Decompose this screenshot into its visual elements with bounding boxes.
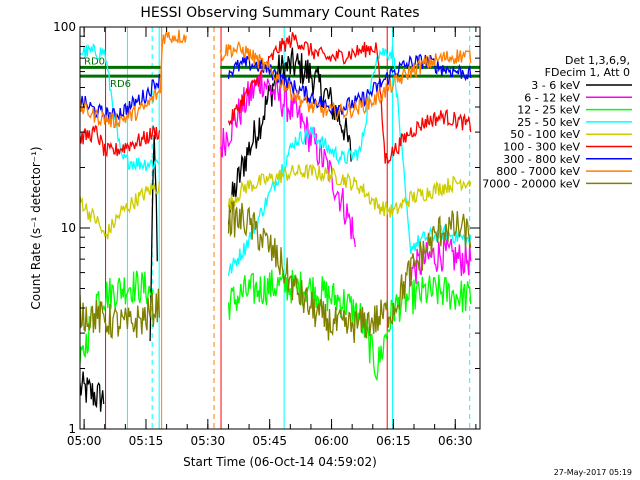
series-line xyxy=(227,47,352,225)
series-line xyxy=(80,42,160,172)
legend-entry-label: 12 - 25 keV xyxy=(517,104,580,117)
footer-timestamp: 27-May-2017 05:19 xyxy=(554,468,632,477)
series-line xyxy=(149,134,158,342)
legend-entry-label: 7000 - 20000 keV xyxy=(482,177,580,190)
x-tick-label: 05:00 xyxy=(67,434,102,448)
series-line xyxy=(80,124,161,158)
x-tick-label: 05:30 xyxy=(191,434,226,448)
legend-entry-label: 300 - 800 keV xyxy=(503,153,580,166)
legend-entry-label: 50 - 100 keV xyxy=(510,128,580,141)
series-line xyxy=(227,163,472,218)
series-line xyxy=(80,29,187,129)
chart-title: HESSI Observing Summary Count Rates xyxy=(140,5,419,21)
series-line xyxy=(227,32,472,165)
y-tick-label: 10 xyxy=(61,221,76,235)
x-tick-label: 06:00 xyxy=(314,434,349,448)
series-line xyxy=(227,45,472,277)
flag-label: RD0 xyxy=(84,56,105,67)
series-lines xyxy=(80,29,472,412)
x-axis-label: Start Time (06-Oct-14 04:59:02) xyxy=(183,455,377,469)
series-line xyxy=(219,69,356,247)
x-tick-label: 06:30 xyxy=(438,434,473,448)
x-tick-label: 05:45 xyxy=(252,434,287,448)
legend-entry-label: 3 - 6 keV xyxy=(531,79,580,92)
series-line xyxy=(219,40,472,121)
x-tick-label: 06:15 xyxy=(376,434,411,448)
axes: 1 10 100 05:00 05:15 05:30 05:45 06:00 06:15 06:3… xyxy=(53,20,480,448)
legend-header: Det 1,3,6,9, xyxy=(565,54,630,67)
y-tick-label: 100 xyxy=(53,20,76,34)
legend-entry-label: 25 - 50 keV xyxy=(517,116,580,129)
flag-label: RD6 xyxy=(110,79,131,90)
series-line xyxy=(227,200,472,344)
series-line xyxy=(80,73,161,123)
series-line xyxy=(80,181,161,240)
legend-entry-label: 100 - 300 keV xyxy=(503,141,580,154)
series-line xyxy=(227,269,472,382)
series-line xyxy=(409,236,472,286)
time-markers xyxy=(105,27,471,429)
series-line xyxy=(80,288,161,340)
y-tick-label: 1 xyxy=(68,422,76,436)
x-tick-label: 05:15 xyxy=(129,434,164,448)
series-line xyxy=(80,371,105,412)
legend-entry-label: 800 - 7000 keV xyxy=(496,165,580,178)
y-axis-label: Count Rate (s⁻¹ detector⁻¹) xyxy=(29,146,43,309)
legend-entry-label: 6 - 12 keV xyxy=(524,91,580,104)
legend-header: FDecim 1, Att 0 xyxy=(545,66,630,79)
